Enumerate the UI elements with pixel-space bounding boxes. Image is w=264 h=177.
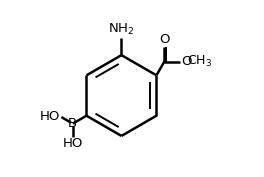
Text: HO: HO	[63, 137, 83, 150]
Text: CH$_3$: CH$_3$	[187, 54, 212, 69]
Text: HO: HO	[40, 110, 60, 123]
Text: O: O	[181, 55, 191, 68]
Text: O: O	[159, 33, 169, 46]
Text: NH$_2$: NH$_2$	[108, 22, 135, 37]
Text: B: B	[68, 117, 77, 130]
